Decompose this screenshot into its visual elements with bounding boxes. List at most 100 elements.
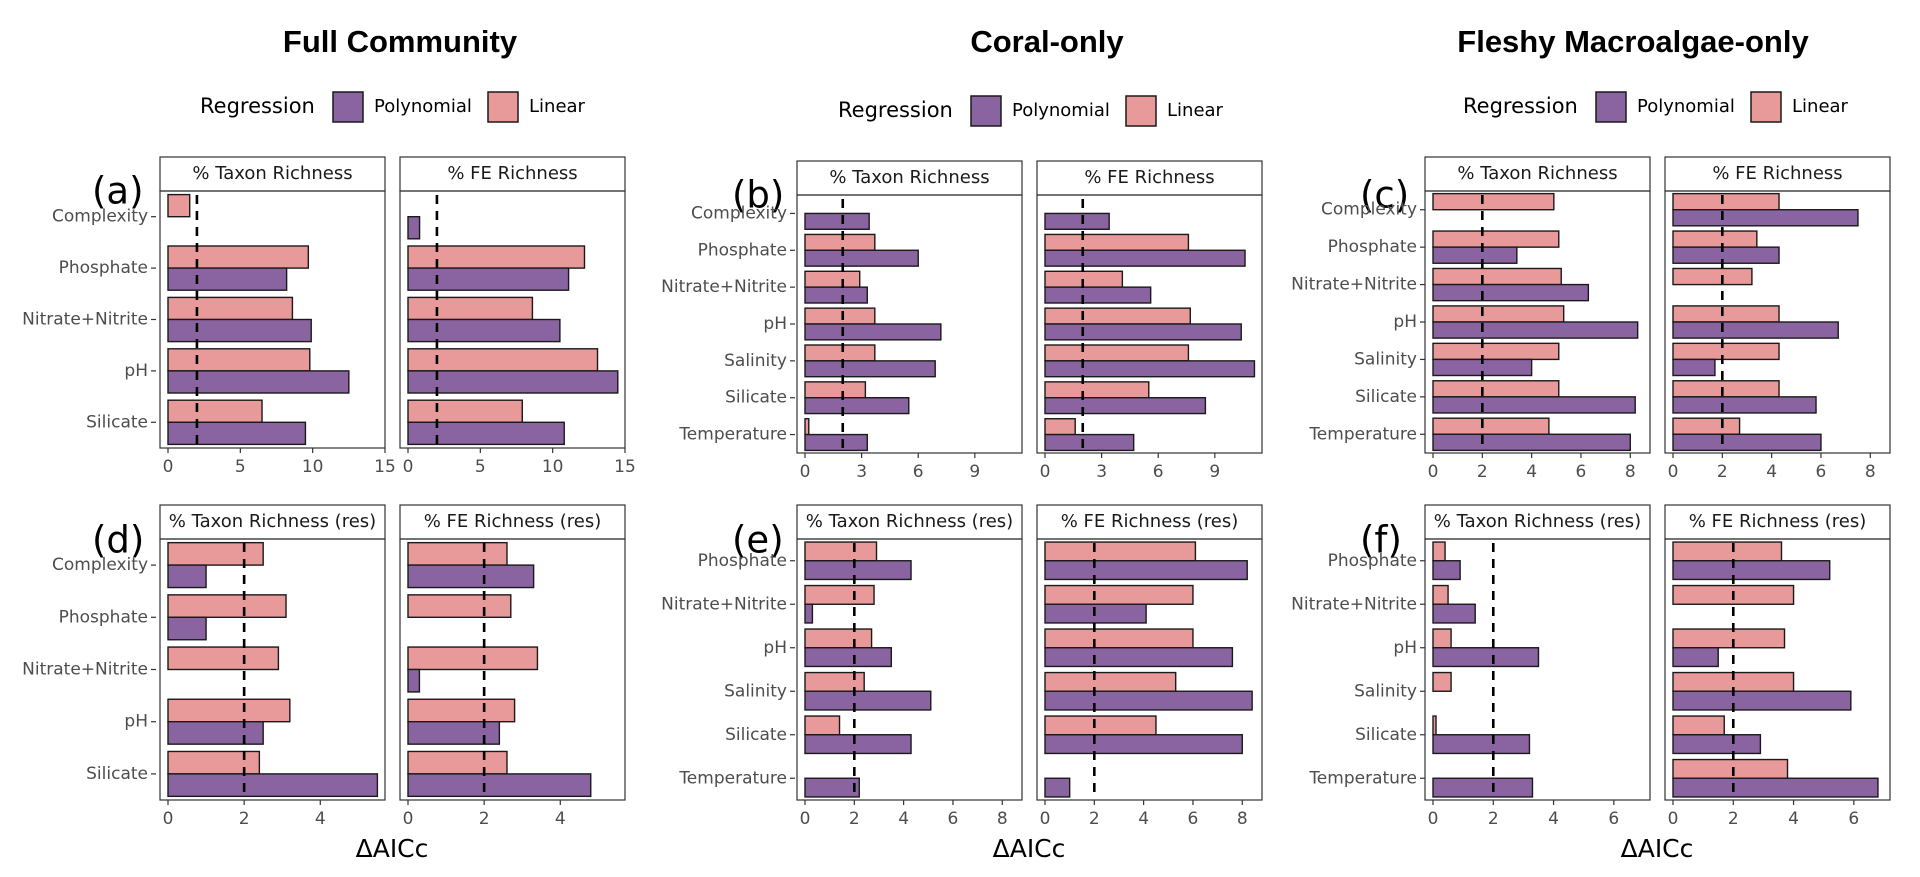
bar-linear — [1672, 342, 1780, 361]
x-tick-label: 2 — [479, 809, 490, 829]
bar-polynomial — [1432, 396, 1636, 414]
bar-linear — [1432, 584, 1449, 605]
category-label: Nitrate+Nitrite — [1291, 275, 1417, 295]
legend-key-linear — [1750, 91, 1782, 123]
facet-1: % FE Richness (res) 0 2 4 — [399, 504, 626, 829]
x-tick-label: 0 — [403, 457, 414, 477]
x-tick-label: 4 — [1138, 809, 1149, 829]
bar-polynomial — [167, 564, 207, 589]
category-label: pH — [1393, 312, 1417, 332]
facet-border — [1424, 538, 1651, 801]
bar-polynomial — [1432, 647, 1540, 668]
bar-polynomial — [1672, 321, 1839, 339]
bar-polynomial — [1672, 690, 1852, 711]
bar-polynomial — [1432, 433, 1631, 452]
column-title: Full Community — [283, 24, 518, 59]
category-label: pH — [124, 712, 148, 732]
bar-polynomial — [1672, 647, 1719, 668]
bar-linear — [1672, 628, 1786, 649]
bar-polynomial — [804, 360, 936, 378]
bar-linear — [167, 698, 291, 723]
facet-0: % Taxon Richness 0 2 4 6 8 — [1424, 156, 1651, 482]
x-tick-label: 0 — [163, 809, 174, 829]
facet-title: % Taxon Richness (res) — [806, 511, 1013, 532]
bar-linear — [407, 399, 523, 423]
x-tick-label: 2 — [1488, 809, 1499, 829]
bar-polynomial — [804, 397, 910, 415]
bar-linear — [167, 541, 264, 566]
bar-linear — [1044, 584, 1194, 605]
x-tick-label: 4 — [555, 809, 566, 829]
facet-title: % FE Richness — [1712, 163, 1842, 184]
bar-polynomial — [1044, 286, 1152, 304]
bar-linear — [1672, 267, 1753, 286]
bar-polynomial — [804, 560, 912, 581]
bar-linear — [1672, 758, 1789, 779]
x-axis-title: ΔAICc — [356, 834, 429, 863]
column-title: Fleshy Macroalgae-only — [1457, 24, 1809, 59]
x-tick-label: 3 — [856, 462, 867, 482]
bar-linear — [1432, 380, 1560, 398]
bar-linear — [1432, 192, 1555, 211]
legend-key-linear — [487, 91, 519, 123]
facet-strip — [1036, 504, 1263, 540]
bar-linear — [1432, 305, 1565, 323]
bar-polynomial — [804, 433, 868, 452]
bar-linear — [1044, 418, 1076, 436]
facet-1: % FE Richness (res) 0 2 4 6 — [1664, 504, 1891, 829]
legend-key-polynomial — [1595, 91, 1627, 123]
facet-1: % FE Richness 0 3 6 9 — [1036, 160, 1263, 482]
facet-title: % Taxon Richness (res) — [169, 511, 376, 532]
bar-linear — [407, 750, 508, 775]
bar-polynomial — [167, 370, 350, 394]
category-label: Temperature — [678, 425, 787, 445]
x-tick-label: 4 — [898, 809, 909, 829]
bar-linear — [167, 594, 287, 619]
x-tick-label: 2 — [1089, 809, 1100, 829]
facet-strip — [159, 504, 386, 540]
bar-linear — [167, 646, 280, 671]
bar-linear — [407, 541, 508, 566]
bar-polynomial — [1044, 249, 1246, 267]
facet-border — [1036, 194, 1263, 454]
x-tick-label: 8 — [1625, 462, 1636, 482]
category-label: Salinity — [724, 351, 787, 371]
facet-title: % FE Richness — [1084, 167, 1214, 188]
bar-linear — [1432, 671, 1452, 692]
x-tick-label: 0 — [1040, 462, 1051, 482]
bar-linear — [804, 344, 876, 362]
panel-a: (a)Complexity Phosphate Nitrate+Nitrite pH S… — [22, 156, 636, 477]
bar-polynomial — [804, 603, 814, 624]
facet-title: % FE Richness (res) — [1689, 511, 1867, 532]
category-label: pH — [124, 361, 148, 381]
facet-0: % Taxon Richness 0 5 10 15 — [159, 156, 396, 477]
category-label: Salinity — [1354, 681, 1417, 701]
column-title: Coral-only — [970, 24, 1124, 59]
bar-polynomial — [804, 734, 912, 755]
legend-label-linear: Linear — [1792, 96, 1849, 117]
x-tick-label: 9 — [1209, 462, 1220, 482]
category-label: Nitrate+Nitrite — [22, 660, 148, 680]
bar-polynomial — [804, 286, 868, 304]
bar-linear — [804, 233, 876, 251]
x-tick-label: 6 — [1608, 809, 1619, 829]
bar-polynomial — [1432, 283, 1590, 302]
bar-linear — [1432, 267, 1562, 286]
bar-polynomial — [167, 318, 312, 343]
bar-linear — [167, 296, 294, 321]
facet-border — [1664, 190, 1891, 454]
bar-linear — [1432, 541, 1446, 562]
x-tick-label: 6 — [1188, 809, 1199, 829]
bar-polynomial — [804, 647, 893, 668]
bar-polynomial — [1044, 777, 1071, 798]
category-label: Phosphate — [698, 551, 787, 571]
bar-linear — [407, 646, 539, 671]
bar-polynomial — [804, 323, 942, 341]
legend-label-polynomial: Polynomial — [1012, 100, 1110, 121]
bar-polynomial — [804, 690, 932, 711]
bar-linear — [407, 698, 516, 723]
x-tick-label: 3 — [1096, 462, 1107, 482]
x-tick-label: 6 — [1153, 462, 1164, 482]
category-label: Phosphate — [59, 607, 148, 627]
bar-linear — [167, 750, 261, 775]
